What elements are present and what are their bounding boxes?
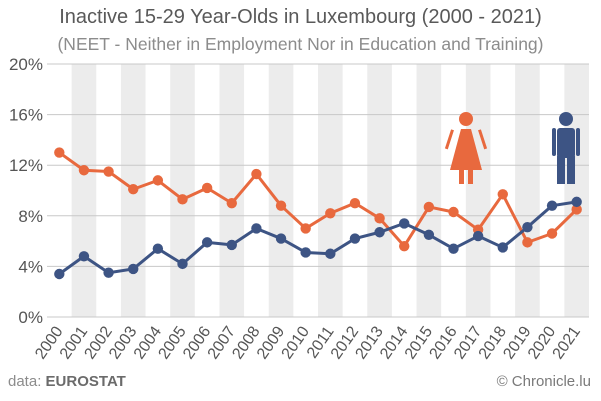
gridlines (47, 63, 589, 318)
female-data-point (103, 166, 114, 177)
male-data-point (300, 247, 311, 258)
male-data-point (546, 200, 558, 211)
male-data-point (128, 263, 139, 275)
male-data-point (201, 237, 213, 248)
y-axis-ticks: 0% 4% 8% 12% 16% 20% (9, 55, 43, 327)
female-data-point (128, 184, 139, 195)
male-person-icon (552, 112, 580, 184)
female-data-point (448, 206, 459, 218)
male-data-point (177, 258, 188, 270)
year-band (170, 64, 195, 317)
year-band (416, 64, 442, 317)
female-data-point (201, 182, 213, 194)
source-prefix: data: (8, 373, 42, 390)
female-data-point (275, 200, 287, 211)
female-data-point (349, 197, 361, 209)
series-lines (58, 151, 578, 276)
chart-subtitle: (NEET - Neither in Employment Nor in Edu… (57, 34, 544, 54)
male-data-point (423, 229, 435, 240)
y-tick-label: 8% (18, 207, 43, 226)
female-data-point (251, 168, 262, 180)
y-tick-label: 4% (18, 257, 43, 276)
male-data-point (54, 268, 65, 280)
x-tick-label: 2021 (550, 323, 584, 362)
female-data-point (374, 213, 385, 224)
female-data-point (300, 223, 311, 234)
year-band (564, 64, 589, 317)
year-band (219, 64, 245, 317)
male-data-point (103, 267, 114, 278)
year-bands (71, 64, 589, 317)
female-data-point (54, 147, 65, 158)
male-data-point (226, 239, 237, 251)
male-data-point (472, 230, 484, 242)
male-data-point (349, 233, 361, 244)
data-source: data: EUROSTAT (8, 373, 126, 390)
male-data-point (374, 227, 385, 238)
male-series-line (58, 200, 577, 276)
male-data-point (251, 223, 262, 234)
female-data-point (497, 189, 508, 200)
male-data-point (78, 251, 90, 262)
male-data-point (497, 242, 508, 253)
series-points (54, 147, 582, 280)
year-band (71, 64, 97, 317)
male-data-point (399, 218, 410, 229)
y-tick-label: 20% (9, 55, 43, 74)
x-tick-label: 2010 (279, 323, 313, 362)
year-band (318, 64, 343, 317)
male-data-point (275, 233, 287, 244)
female-data-point (325, 208, 336, 219)
year-band (515, 64, 540, 317)
female-data-point (522, 237, 533, 248)
female-data-point (226, 197, 237, 209)
year-band (465, 64, 491, 317)
male-data-point (325, 248, 336, 259)
y-tick-label: 16% (9, 106, 43, 125)
female-person-icon (444, 112, 488, 184)
year-band (268, 64, 294, 317)
female-data-point (177, 194, 188, 205)
year-band (367, 64, 392, 317)
chart-title: Inactive 15-29 Year-Olds in Luxembourg (… (59, 6, 542, 28)
credit-link[interactable]: © Chronicle.lu (496, 373, 591, 390)
female-data-point (152, 175, 164, 186)
female-data-point (571, 204, 582, 215)
male-data-point (448, 243, 459, 254)
y-tick-label: 12% (9, 156, 43, 175)
female-data-point (399, 240, 410, 252)
male-data-point (571, 196, 582, 208)
source-name: EUROSTAT (45, 373, 126, 390)
x-axis-ticks: 2000200120022003200420052006200720082009… (32, 323, 584, 362)
female-data-point (423, 201, 435, 213)
y-tick-label: 0% (18, 308, 43, 327)
female-data-point (546, 228, 558, 239)
female-series-line (58, 151, 578, 248)
male-data-point (152, 243, 164, 254)
male-data-point (522, 221, 533, 233)
female-data-point (78, 165, 90, 176)
